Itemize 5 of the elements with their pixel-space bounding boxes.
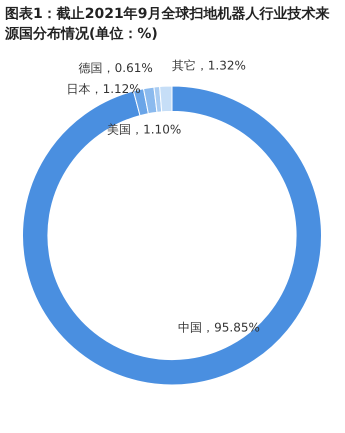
slice-label: 美国，1.10%	[107, 122, 182, 137]
slice-label: 其它，1.32%	[172, 58, 246, 72]
slice-label: 日本，1.12%	[66, 82, 141, 96]
chart-title: 图表1：截止2021年9月全球扫地机器人行业技术来源国分布情况(单位：%)	[5, 5, 330, 44]
slice-label: 德国，0.61%	[78, 60, 153, 75]
